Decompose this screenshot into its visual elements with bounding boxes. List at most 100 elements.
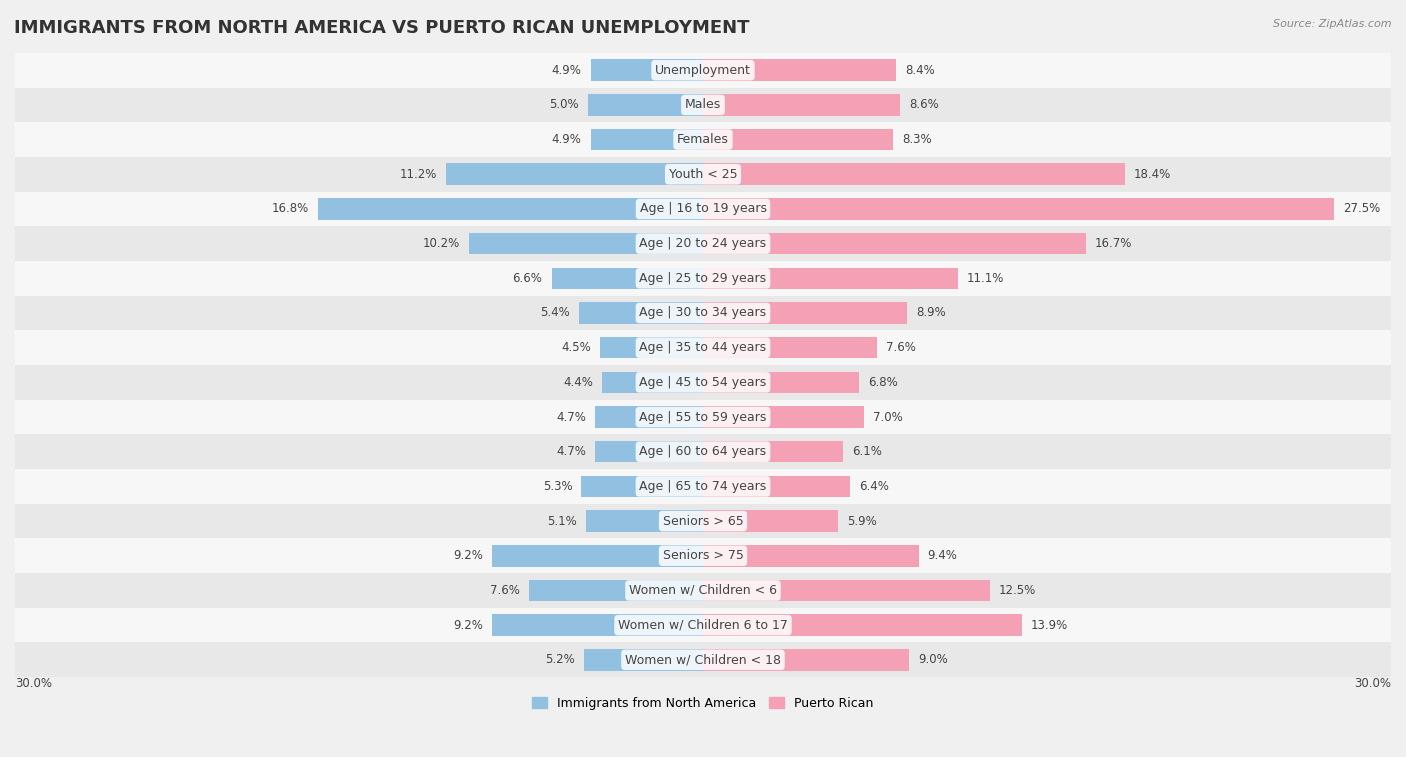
Bar — [15, 503, 1391, 538]
Text: 6.1%: 6.1% — [852, 445, 882, 458]
Bar — [15, 538, 1391, 573]
Text: 7.6%: 7.6% — [489, 584, 520, 597]
Text: Seniors > 65: Seniors > 65 — [662, 515, 744, 528]
Bar — [591, 129, 703, 151]
Text: 4.7%: 4.7% — [557, 445, 586, 458]
Text: Age | 45 to 54 years: Age | 45 to 54 years — [640, 376, 766, 389]
Bar — [703, 302, 907, 324]
Bar — [591, 60, 703, 81]
Text: 7.6%: 7.6% — [886, 341, 917, 354]
Text: Age | 25 to 29 years: Age | 25 to 29 years — [640, 272, 766, 285]
Bar — [583, 649, 703, 671]
Bar — [15, 296, 1391, 330]
Text: Women w/ Children < 6: Women w/ Children < 6 — [628, 584, 778, 597]
Text: Males: Males — [685, 98, 721, 111]
Text: 16.8%: 16.8% — [271, 202, 308, 216]
Bar — [703, 475, 849, 497]
Bar — [703, 233, 1085, 254]
Text: Youth < 25: Youth < 25 — [669, 168, 737, 181]
Text: Women w/ Children 6 to 17: Women w/ Children 6 to 17 — [619, 618, 787, 631]
Bar — [703, 267, 957, 289]
Bar — [529, 580, 703, 601]
Bar — [703, 407, 863, 428]
Text: 12.5%: 12.5% — [998, 584, 1036, 597]
Text: 16.7%: 16.7% — [1095, 237, 1133, 250]
Bar — [492, 545, 703, 566]
Text: Age | 60 to 64 years: Age | 60 to 64 years — [640, 445, 766, 458]
Text: 5.4%: 5.4% — [540, 307, 569, 319]
Text: Unemployment: Unemployment — [655, 64, 751, 76]
Text: 11.1%: 11.1% — [967, 272, 1004, 285]
Bar — [551, 267, 703, 289]
Bar — [600, 337, 703, 358]
Bar — [470, 233, 703, 254]
Text: Age | 65 to 74 years: Age | 65 to 74 years — [640, 480, 766, 493]
Bar — [15, 53, 1391, 88]
Text: 5.1%: 5.1% — [547, 515, 576, 528]
Bar — [588, 94, 703, 116]
Text: 5.9%: 5.9% — [848, 515, 877, 528]
Bar — [595, 441, 703, 463]
Text: Seniors > 75: Seniors > 75 — [662, 550, 744, 562]
Text: 30.0%: 30.0% — [1354, 678, 1391, 690]
Bar — [703, 510, 838, 532]
Text: 18.4%: 18.4% — [1135, 168, 1171, 181]
Bar — [703, 337, 877, 358]
Text: 4.9%: 4.9% — [551, 64, 582, 76]
Text: 4.4%: 4.4% — [562, 376, 593, 389]
Text: 6.4%: 6.4% — [859, 480, 889, 493]
Text: Age | 16 to 19 years: Age | 16 to 19 years — [640, 202, 766, 216]
Bar — [703, 164, 1125, 185]
Bar — [703, 60, 896, 81]
Text: 10.2%: 10.2% — [423, 237, 460, 250]
Text: 9.2%: 9.2% — [453, 550, 482, 562]
Bar — [318, 198, 703, 220]
Bar — [15, 435, 1391, 469]
Text: 8.9%: 8.9% — [917, 307, 946, 319]
Text: 6.6%: 6.6% — [513, 272, 543, 285]
Text: 9.0%: 9.0% — [918, 653, 948, 666]
Bar — [703, 649, 910, 671]
Bar — [15, 88, 1391, 122]
Text: IMMIGRANTS FROM NORTH AMERICA VS PUERTO RICAN UNEMPLOYMENT: IMMIGRANTS FROM NORTH AMERICA VS PUERTO … — [14, 19, 749, 37]
Text: 4.9%: 4.9% — [551, 133, 582, 146]
Text: 8.6%: 8.6% — [910, 98, 939, 111]
Bar — [15, 608, 1391, 643]
Text: Age | 55 to 59 years: Age | 55 to 59 years — [640, 410, 766, 423]
Legend: Immigrants from North America, Puerto Rican: Immigrants from North America, Puerto Ri… — [527, 692, 879, 715]
Text: 7.0%: 7.0% — [873, 410, 903, 423]
Text: 9.4%: 9.4% — [928, 550, 957, 562]
Text: 11.2%: 11.2% — [399, 168, 437, 181]
Text: Source: ZipAtlas.com: Source: ZipAtlas.com — [1274, 19, 1392, 29]
Text: 8.3%: 8.3% — [903, 133, 932, 146]
Text: 8.4%: 8.4% — [905, 64, 935, 76]
Bar — [602, 372, 703, 393]
Text: 30.0%: 30.0% — [15, 678, 52, 690]
Text: Age | 30 to 34 years: Age | 30 to 34 years — [640, 307, 766, 319]
Text: Age | 20 to 24 years: Age | 20 to 24 years — [640, 237, 766, 250]
Bar — [15, 400, 1391, 435]
Bar — [703, 580, 990, 601]
Text: Women w/ Children < 18: Women w/ Children < 18 — [626, 653, 780, 666]
Text: 5.3%: 5.3% — [543, 480, 572, 493]
Bar — [586, 510, 703, 532]
Bar — [703, 545, 918, 566]
Bar — [703, 198, 1334, 220]
Bar — [703, 441, 842, 463]
Bar — [15, 261, 1391, 296]
Bar — [703, 129, 893, 151]
Bar — [15, 192, 1391, 226]
Bar — [703, 615, 1022, 636]
Text: 27.5%: 27.5% — [1343, 202, 1381, 216]
Text: 9.2%: 9.2% — [453, 618, 482, 631]
Text: 5.0%: 5.0% — [550, 98, 579, 111]
Bar — [15, 573, 1391, 608]
Bar — [15, 226, 1391, 261]
Bar — [15, 643, 1391, 678]
Bar — [15, 122, 1391, 157]
Bar — [15, 157, 1391, 192]
Bar — [15, 469, 1391, 503]
Text: 6.8%: 6.8% — [868, 376, 898, 389]
Text: Age | 35 to 44 years: Age | 35 to 44 years — [640, 341, 766, 354]
Bar — [595, 407, 703, 428]
